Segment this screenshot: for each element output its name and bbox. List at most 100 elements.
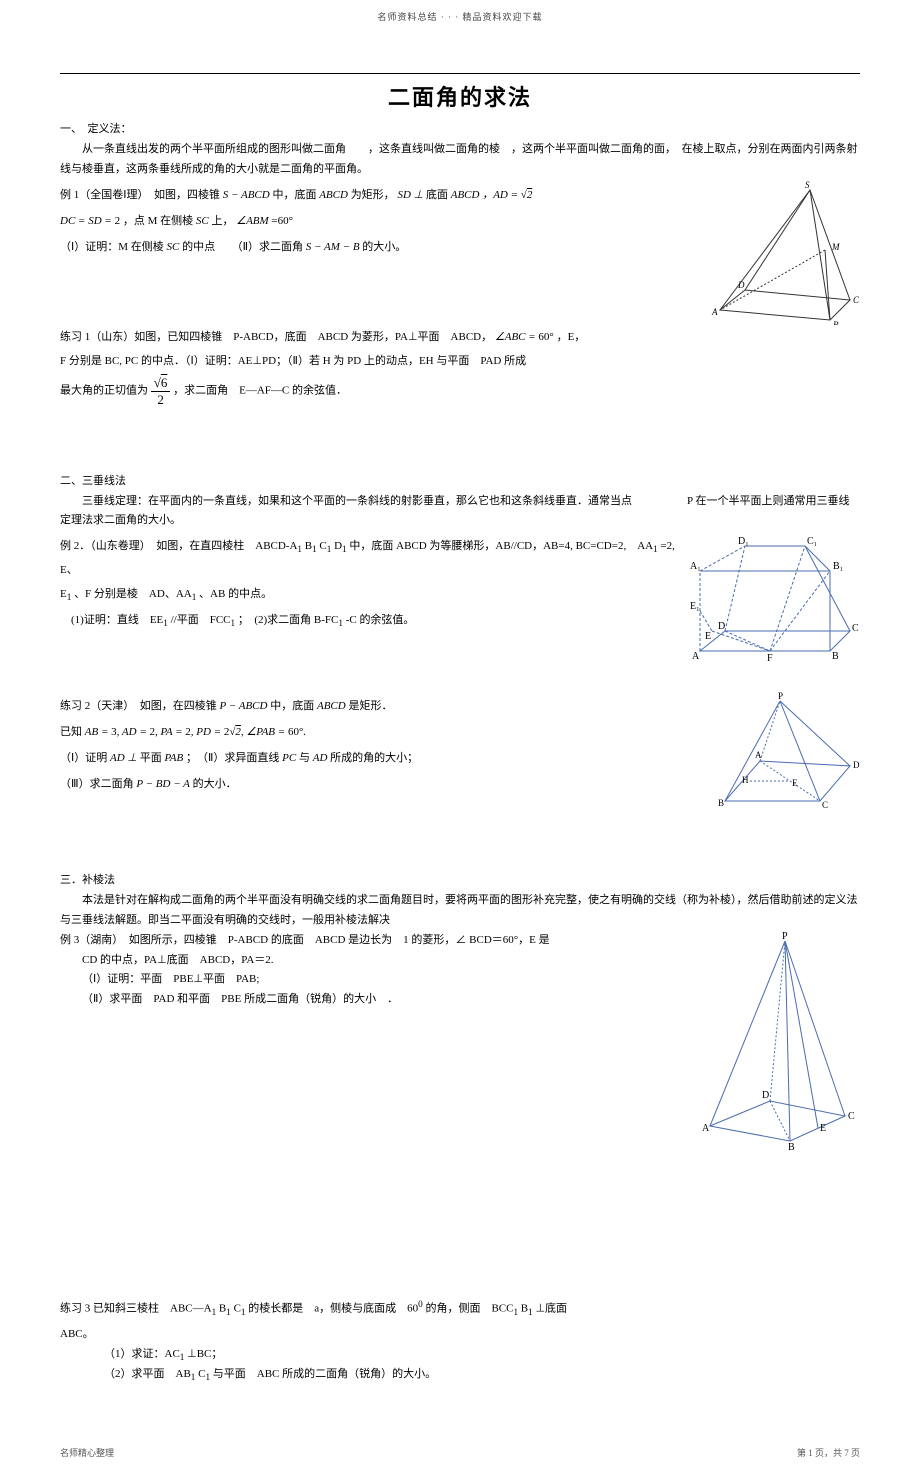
ex2-e: 中，底面 ABCD 为等腰梯形，AB//CD，AB=4, BC=CD=2, AA <box>349 540 653 552</box>
p3-q1: （1）求证：AC <box>104 1348 180 1360</box>
ex2-a: 例 2．（山东卷理） 如图，在直四棱柱 ABCD-A <box>60 540 297 552</box>
ex2-q1d: -C 的余弦值。 <box>346 614 415 626</box>
svg-text:E: E <box>820 1123 826 1134</box>
p3-l1d: 的棱长都是 a，侧棱与底面成 60 <box>248 1302 418 1314</box>
svg-text:E: E <box>705 631 711 642</box>
section-2: 二、三垂线法 三垂线定理：在平面内的一条直线，如果和这个平面的一条斜线的射影垂直… <box>60 472 860 812</box>
svg-text:B: B <box>832 651 839 661</box>
ex1-l2c: =60° <box>271 215 293 227</box>
diagram-2: A B C D F E E₁ A₁ B₁ C₁ D₁ <box>690 531 860 661</box>
svg-text:C₁: C₁ <box>807 536 817 547</box>
p2-q1b: 平面 <box>140 752 162 764</box>
p3-l1e: 的角，侧面 BCC <box>425 1302 513 1314</box>
svg-text:S: S <box>805 180 810 190</box>
ex1-l2a: ，点 M 在侧棱 <box>123 215 193 227</box>
ex2-q1: (1)证明：直线 EE <box>71 614 163 626</box>
ex2-l2b: 、F 分别是棱 AD、AA <box>74 588 192 600</box>
section-2-head: 二、三垂线法 <box>60 472 860 488</box>
p1-l3a: 最大角的正切值为 <box>60 385 148 397</box>
p2-l2: 已知 <box>60 726 82 738</box>
p2-q2b: 的大小． <box>193 778 237 790</box>
p2-q1e: 所成的角的大小； <box>330 752 418 764</box>
svg-text:D: D <box>718 621 725 632</box>
practice-3-q2: （2）求平面 AB1 C1 与平面 ABC 所成的二面角（锐角）的大小。 <box>60 1365 860 1386</box>
p1-label: 练习 1（山东）如图，已知四棱锥 P-ABCD，底面 ABCD 为菱形，PA⊥平… <box>60 331 492 343</box>
svg-text:C: C <box>822 800 828 810</box>
p3-q2b: C <box>198 1368 205 1380</box>
section-3-intro: 本法是针对在解构成二面角的两个半平面没有明确交线的求二面角题目时，要将两平面的图… <box>60 891 860 931</box>
svg-text:D: D <box>853 760 860 770</box>
footer-right: 第 1 页，共 7 页 <box>797 1446 860 1459</box>
svg-text:A₁: A₁ <box>690 561 701 572</box>
p2-b: 中，底面 <box>270 700 314 712</box>
ex1-mid3: 底面 <box>426 189 448 201</box>
svg-text:E: E <box>792 778 798 788</box>
svg-text:D: D <box>737 280 745 290</box>
p2-q1: （Ⅰ）证明 <box>60 752 107 764</box>
diagram-4: P A B C D E <box>700 931 860 1151</box>
practice-1-line2: F 分别是 BC, PC 的中点．（Ⅰ）证明：AE⊥PD；（Ⅱ）若 H 为 PD… <box>60 352 860 372</box>
section-1: 一、 定义法： 从一条直线出发的两个半平面所组成的图形叫做二面角 ，这条直线叫做… <box>60 120 860 412</box>
p3-l1f: B <box>521 1302 528 1314</box>
p1-l3b: ，求二面角 E—AF—C 的余弦值． <box>173 385 347 397</box>
ex1-q1: （Ⅰ）证明：M 在侧棱 <box>60 241 164 253</box>
svg-text:B: B <box>833 320 839 325</box>
p2-c: 是矩形． <box>348 700 392 712</box>
svg-text:F: F <box>767 653 773 661</box>
svg-text:C: C <box>853 295 860 305</box>
svg-text:D₁: D₁ <box>738 536 749 547</box>
p3-l1b: B <box>219 1302 226 1314</box>
ex2-c: C <box>319 540 326 552</box>
p3-q2: （2）求平面 AB <box>104 1368 191 1380</box>
ex2-q1c: ； (2)求二面角 B-FC <box>238 614 339 626</box>
svg-text:H: H <box>742 775 749 785</box>
p2-q1c: ； （Ⅱ）求异面直线 <box>186 752 279 764</box>
p3-l1g: ⊥底面 <box>535 1302 567 1314</box>
practice-3-l2: ABC。 <box>60 1325 860 1345</box>
header-note: 名师资料总结 · · · 精品资料欢迎下载 <box>60 10 860 23</box>
ex1-mid2: 为矩形， <box>351 189 395 201</box>
section-3-head: 三．补棱法 <box>60 871 860 887</box>
p3-l1c: C <box>234 1302 241 1314</box>
practice-3-q1: （1）求证：AC1 ⊥BC； <box>60 1345 860 1366</box>
section-1-intro: 从一条直线出发的两个半平面所组成的图形叫做二面角 ，这条直线叫做二面角的棱 ，这… <box>60 140 860 180</box>
p3-q2c: 与平面 ABC 所成的二面角（锐角）的大小。 <box>213 1368 436 1380</box>
svg-text:D: D <box>762 1090 769 1101</box>
ex2-b: B <box>305 540 312 552</box>
svg-text:A: A <box>692 651 700 661</box>
ex1-q1c: 的大小。 <box>362 241 406 253</box>
svg-text:B: B <box>718 798 724 808</box>
svg-text:E₁: E₁ <box>690 601 700 612</box>
svg-text:B: B <box>788 1142 795 1151</box>
section-1-head: 一、 定义法： <box>60 120 860 136</box>
p2-a: 练习 2（天津） 如图，在四棱锥 <box>60 700 217 712</box>
diagram-3: P B C D A H E <box>710 691 860 811</box>
ex2-d: D <box>334 540 342 552</box>
p1-b: ，E， <box>557 331 586 343</box>
svg-text:B₁: B₁ <box>833 561 843 572</box>
p2-q1d: 与 <box>299 752 310 764</box>
svg-text:P: P <box>782 931 788 942</box>
footer-left: 名师精心整理 <box>60 1446 114 1459</box>
title-rule: 二面角的求法 <box>60 73 860 112</box>
practice-1-line3: 最大角的正切值为 √62 ，求二面角 E—AF—C 的余弦值． <box>60 375 860 407</box>
ex1-l2b: 上， <box>211 215 233 227</box>
svg-text:M: M <box>831 242 840 252</box>
svg-text:A: A <box>711 307 718 317</box>
svg-text:C: C <box>852 623 859 634</box>
ex2-l2a: E <box>60 588 67 600</box>
page-title: 二面角的求法 <box>60 80 860 112</box>
p2-q2: （Ⅲ）求二面角 <box>60 778 134 790</box>
page-footer: 名师精心整理 第 1 页，共 7 页 <box>60 1446 860 1459</box>
diagram-1: S M C B A D <box>710 180 860 325</box>
p3-l1: 练习 3 已知斜三棱柱 ABC—A <box>60 1302 212 1314</box>
section-2-intro: 三垂线定理：在平面内的一条直线，如果和这个平面的一条斜线的射影垂直，那么它也和这… <box>60 492 860 532</box>
p3-q1b: ⊥BC； <box>187 1348 222 1360</box>
practice-1: 练习 1（山东）如图，已知四棱锥 P-ABCD，底面 ABCD 为菱形，PA⊥平… <box>60 326 860 348</box>
svg-text:A: A <box>702 1123 710 1134</box>
section-3: 三．补棱法 本法是针对在解构成二面角的两个半平面没有明确交线的求二面角题目时，要… <box>60 871 860 1386</box>
ex1-label: 例 1（全国卷Ⅰ理） 如图，四棱锥 <box>60 189 220 201</box>
ex2-q1b: //平面 FCC <box>171 614 231 626</box>
svg-text:P: P <box>778 691 783 701</box>
svg-text:C: C <box>848 1111 855 1122</box>
